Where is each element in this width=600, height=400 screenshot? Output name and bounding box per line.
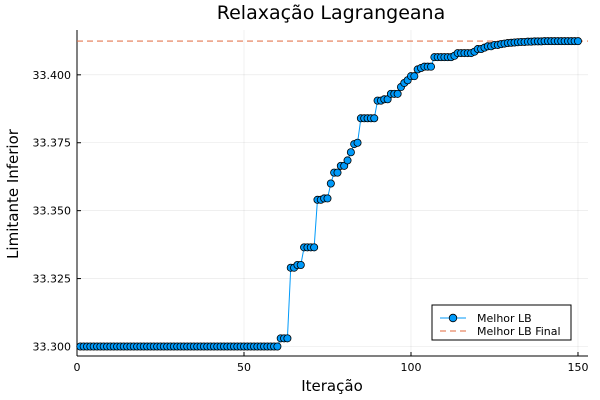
- data-point: [326, 179, 335, 188]
- data-point: [573, 37, 582, 46]
- legend-label-melhor-lb: Melhor LB: [477, 312, 532, 325]
- plot-frame: [76, 30, 588, 357]
- chart-title: Relaxação Lagrangeana: [217, 2, 445, 24]
- y-tick-label-2: 33.350: [33, 205, 72, 218]
- legend: Melhor LB Melhor LB Final: [431, 304, 572, 341]
- data-point: [346, 148, 355, 157]
- series-layer: [76, 37, 588, 351]
- data-point: [393, 89, 402, 98]
- data-point: [296, 260, 305, 269]
- legend-box: [431, 304, 572, 341]
- data-point: [310, 243, 319, 252]
- data-point: [283, 334, 292, 343]
- x-tick-label-3: 150: [567, 361, 588, 374]
- data-point: [410, 72, 419, 81]
- grid: [76, 30, 588, 356]
- data-point: [273, 342, 282, 351]
- legend-label-melhor-lb-final: Melhor LB Final: [477, 325, 561, 338]
- y-axis: 33.300 33.325 33.350 33.375 33.400: [33, 69, 81, 353]
- x-tick-label-0: 0: [74, 361, 81, 374]
- data-point: [343, 156, 352, 165]
- y-tick-label-1: 33.325: [33, 273, 72, 286]
- y-tick-label-3: 33.375: [33, 137, 72, 150]
- y-tick-label-0: 33.300: [33, 340, 72, 353]
- data-point: [370, 114, 379, 123]
- x-tick-label-2: 100: [400, 361, 421, 374]
- x-axis: 0 50 100 150: [74, 352, 588, 374]
- data-point: [333, 168, 342, 177]
- y-axis-label: Limitante Inferior: [4, 128, 22, 259]
- x-tick-label-1: 50: [237, 361, 251, 374]
- y-tick-label-4: 33.400: [33, 69, 72, 82]
- data-point: [323, 194, 332, 203]
- data-point: [353, 138, 362, 147]
- legend-marker-melhor-lb: [448, 313, 458, 323]
- data-point: [427, 62, 436, 71]
- x-axis-label: Iteração: [301, 377, 363, 395]
